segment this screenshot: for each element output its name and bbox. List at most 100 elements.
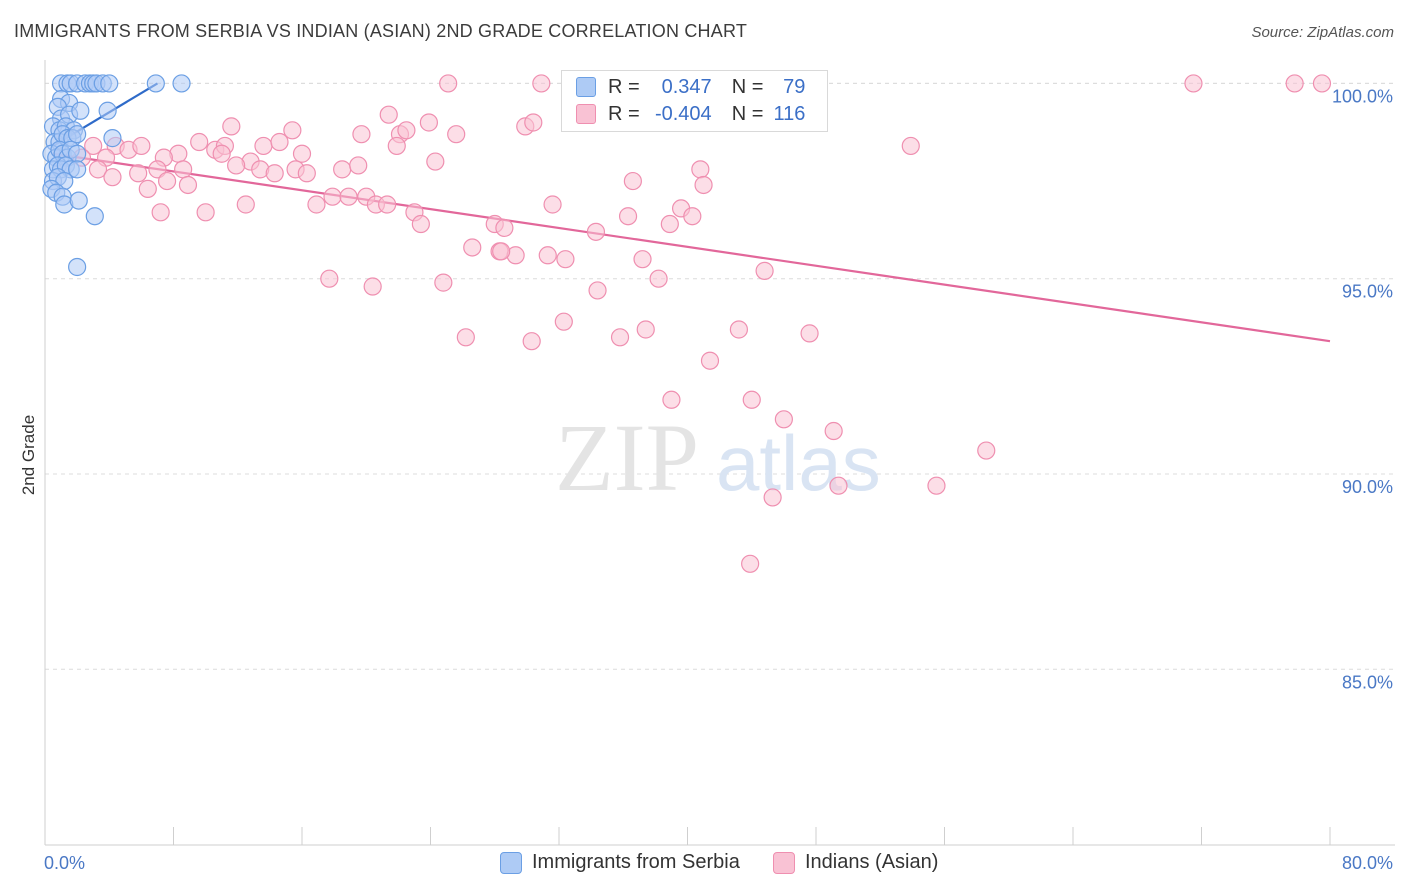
indians-point [649,269,668,288]
legend-r-label: R = [608,75,640,98]
indians-point [320,269,339,288]
indians-point [151,203,170,222]
indians-point [178,175,198,195]
series-serbia-points [42,74,191,277]
y-tick-label: 95.0% [1342,282,1393,302]
legend-n-label: N = [731,102,764,125]
indians-point [387,136,406,156]
serbia-point [100,74,119,93]
indians-point [623,171,642,191]
axis-labels: 100.0% 95.0% 90.0% 85.0% 0.0% 80.0% 2nd Grade [19,86,1393,873]
indians-point [1285,74,1304,93]
indians-point [977,441,996,460]
indians-point [495,218,514,238]
y-tick-label: 85.0% [1342,672,1393,692]
indians-point [196,203,215,222]
indians-point [323,187,342,206]
indians-point [1312,74,1332,93]
indians-point [138,179,157,198]
legend-swatch-serbia [500,851,522,874]
indians-point [379,105,398,124]
indians-point [411,214,430,234]
indians-point [148,160,167,179]
indians-point [292,144,312,163]
indians-point [729,320,749,339]
series-legend: Immigrants from Serbia Indians (Asian) [0,851,1406,879]
indians-point [363,277,382,296]
serbia-point [85,207,104,226]
indians-point [700,351,720,370]
x-tick-label: 0.0% [44,853,85,873]
indians-point [522,332,541,351]
indians-point [84,136,103,156]
legend-swatch-indians [773,851,795,874]
indians-point [636,320,655,339]
indians-point [283,121,302,140]
serbia-point [69,191,88,210]
indians-point [610,328,630,347]
chart-source: Source: ZipAtlas.com [1251,24,1394,41]
indians-point [683,207,702,226]
indians-point [349,156,368,175]
legend-n-label: N = [731,75,764,98]
indians-point [492,242,511,261]
indians-point [132,136,151,156]
legend-item-indians: Indians (Asian) [773,851,938,874]
watermark-zip: ZIP [555,404,699,511]
indians-point [439,74,458,93]
indians-point [829,476,848,495]
indians-point [556,250,575,269]
watermark: ZIP atlas [555,404,881,511]
serbia-point [98,101,117,120]
indians-point [352,125,371,144]
legend-r-label: R = [608,102,640,125]
indians-point [662,390,681,409]
indians-point [103,168,122,187]
legend-n-value: 79 [783,75,806,98]
indians-point [927,476,946,495]
indians-point [463,238,482,257]
indians-point [265,164,284,183]
chart-title: IMMIGRANTS FROM SERBIA VS INDIAN (ASIAN)… [14,21,748,41]
legend-swatch-serbia [576,77,596,97]
indians-point [447,125,466,144]
indians-point [543,195,562,214]
legend-swatch-indians [576,104,596,124]
serbia-point [68,125,87,144]
indians-point [333,160,352,179]
serbia-point [68,160,87,179]
indians-point [741,554,760,573]
indians-point [157,171,177,191]
serbia-point [103,129,122,148]
serbia-point [71,101,90,120]
indians-point [742,390,761,409]
indians-point [378,195,397,214]
series-indians-asian-points [72,74,1332,573]
indians-point [694,175,713,195]
y-tick-label: 100.0% [1332,86,1393,106]
serbia-point [172,74,191,93]
indians-point [307,195,326,214]
indians-point [419,113,438,132]
legend-row-indians: R = -0.404 N = 116 [576,101,805,127]
indians-point [339,187,358,206]
serbia-point [68,257,87,277]
indians-point [618,207,638,226]
indians-point [174,160,193,179]
stats-legend: R = 0.347 N = 79 R = -0.404 N = 116 [561,70,828,132]
legend-r-value: 0.347 [661,75,712,98]
legend-row-serbia: R = 0.347 N = 79 [576,74,805,100]
y-axis-title: 2nd Grade [19,415,38,495]
trend-line-indians [52,152,1331,343]
indians-point [800,324,819,343]
indians-point [554,312,573,331]
legend-item-serbia: Immigrants from Serbia [500,851,740,874]
indians-point [270,132,289,152]
indians-point [588,281,607,300]
indians-point [426,152,445,171]
serbia-point [146,74,165,93]
indians-point [227,156,246,175]
indians-point [212,144,231,163]
indians-point [691,160,710,179]
